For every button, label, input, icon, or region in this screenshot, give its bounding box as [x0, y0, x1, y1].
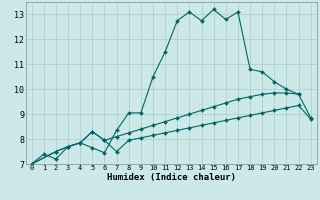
X-axis label: Humidex (Indice chaleur): Humidex (Indice chaleur)	[107, 173, 236, 182]
